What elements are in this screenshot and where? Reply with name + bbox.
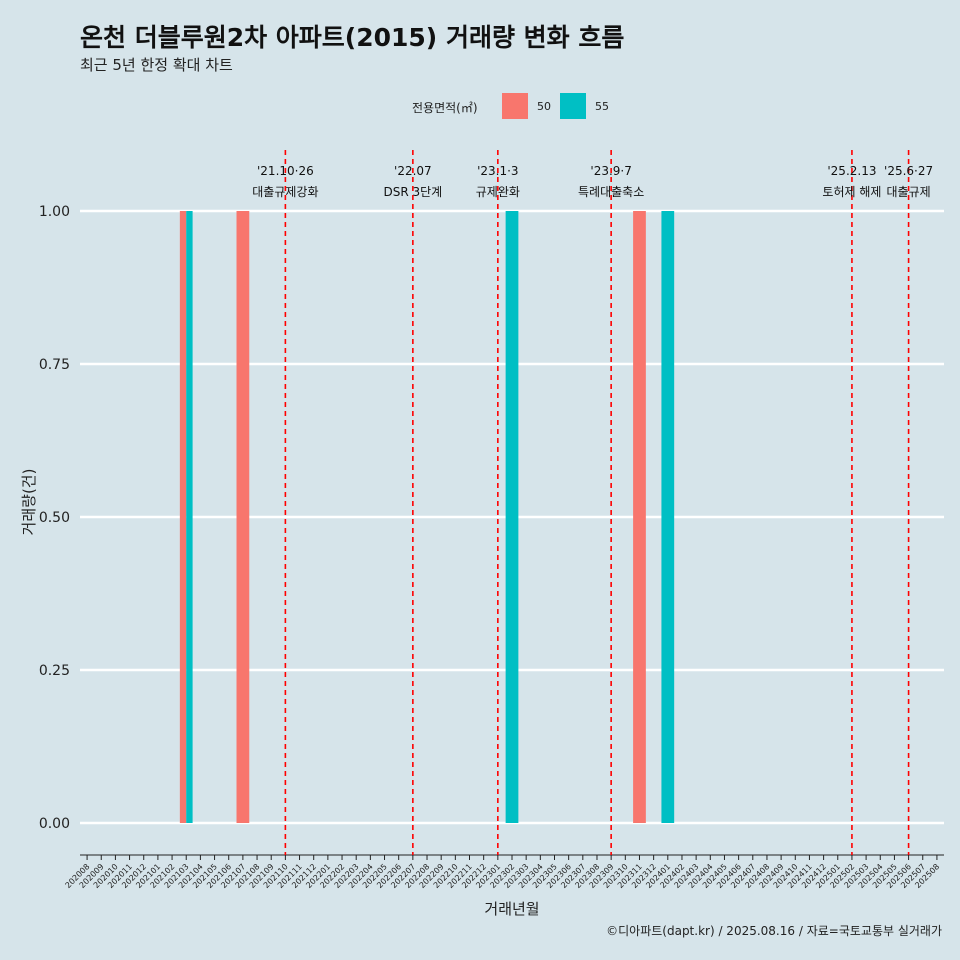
event-date-label: '23.1·3 xyxy=(477,164,518,178)
bar-50-202103 xyxy=(179,211,187,823)
event-name-label: 규제완화 xyxy=(476,185,520,199)
event-date-label: '22.07 xyxy=(394,164,432,178)
bar-55-202302 xyxy=(505,211,519,823)
y-tick-label: 0.00 xyxy=(39,816,70,832)
legend-swatch-55 xyxy=(560,93,586,119)
event-name-label: 토허제 해제 xyxy=(822,185,881,199)
event-name-label: 특례대출축소 xyxy=(578,185,644,199)
event-name-label: 대출규제 xyxy=(887,185,931,199)
chart-subtitle: 최근 5년 한정 확대 차트 xyxy=(80,56,233,74)
legend-label-55: 55 xyxy=(595,100,609,113)
legend-label-50: 50 xyxy=(537,100,551,113)
event-date-label: '25.6·27 xyxy=(884,164,933,178)
legend-swatch-50 xyxy=(502,93,528,119)
event-date-label: '23.9·7 xyxy=(590,164,631,178)
y-tick-label: 0.25 xyxy=(39,663,70,679)
y-tick-label: 0.50 xyxy=(39,510,70,526)
event-name-label: DSR 3단계 xyxy=(383,185,442,199)
bar-55-202103 xyxy=(186,211,193,823)
legend: 전용면적(㎡) 50 55 xyxy=(0,92,960,122)
event-name-label: 대출규제강화 xyxy=(252,185,318,199)
source-caption: ©디아파트(dapt.kr) / 2025.08.16 / 자료=국토교통부 실… xyxy=(606,924,942,938)
bar-50-202107 xyxy=(236,211,250,823)
bar-50-202311 xyxy=(633,211,646,823)
y-tick-label: 0.75 xyxy=(39,357,70,373)
x-axis-title: 거래년월 xyxy=(484,900,539,918)
y-tick-label: 1.00 xyxy=(39,204,70,220)
chart-title: 온천 더블루원2차 아파트(2015) 거래량 변화 흐름 xyxy=(80,23,625,52)
bar-55-202401 xyxy=(661,211,675,823)
legend-title: 전용면적(㎡) xyxy=(412,101,478,115)
event-date-label: '25.2.13 xyxy=(827,164,876,178)
y-axis-title: 거래량(건) xyxy=(20,469,38,536)
event-date-label: '21.10·26 xyxy=(257,164,314,178)
